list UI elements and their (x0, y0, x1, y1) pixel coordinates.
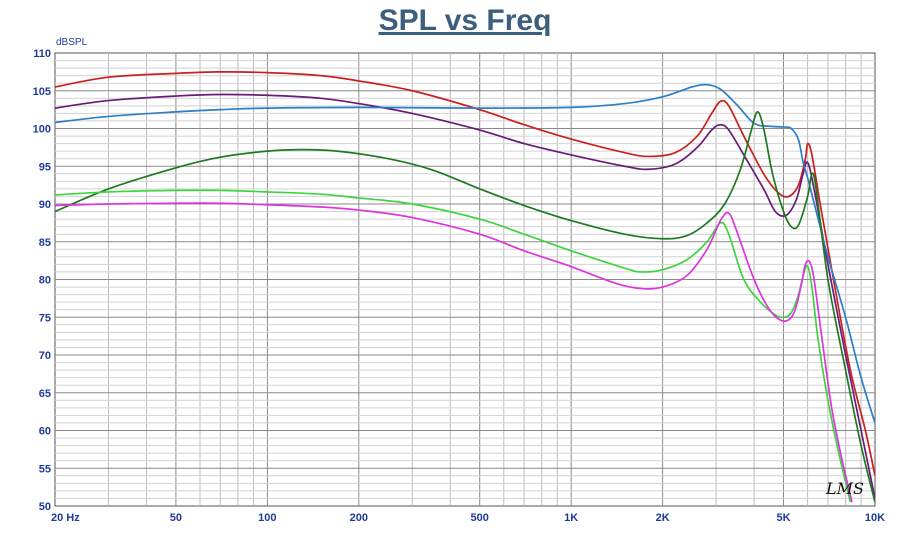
x-tick-labels: 20 Hz 50 100 200 500 1K 2K 5K 10K (51, 512, 885, 524)
y-tick-label: 90 (39, 199, 51, 211)
y-axis-unit-label: dBSPL (56, 37, 88, 48)
y-tick-label: 50 (39, 501, 51, 513)
series-line-6 (55, 202, 853, 503)
lms-signature-annotation: LMS (825, 479, 864, 498)
y-tick-label: 55 (39, 463, 51, 475)
y-tick-label: 95 (39, 161, 51, 173)
x-tick-label: 5K (777, 512, 791, 524)
y-tick-labels: 110 105 100 95 90 85 80 75 70 65 60 55 50 (33, 48, 51, 513)
y-tick-label: 60 (39, 426, 51, 438)
y-tick-label: 80 (39, 275, 51, 287)
x-tick-label: 200 (350, 512, 368, 524)
series-line-5 (55, 189, 852, 503)
series-line-2 (55, 93, 875, 499)
y-tick-label: 110 (33, 48, 51, 60)
y-tick-label: 70 (39, 350, 51, 362)
y-tick-label: 105 (33, 86, 51, 98)
x-tick-label: 10K (865, 512, 885, 524)
x-tick-label: 50 (170, 512, 182, 524)
chart-title: SPL vs Freq (378, 4, 552, 37)
y-tick-label: 75 (39, 312, 51, 324)
series-line-1 (55, 70, 875, 476)
y-tick-label: 100 (33, 124, 51, 136)
y-tick-label: 65 (39, 388, 51, 400)
x-tick-label: 20 Hz (51, 512, 80, 524)
x-tick-label: 1K (564, 512, 578, 524)
x-tick-label: 2K (656, 512, 670, 524)
grid-lines (55, 53, 875, 506)
x-tick-label: 100 (258, 512, 276, 524)
y-tick-label: 85 (39, 237, 51, 249)
series-line-4 (55, 111, 875, 503)
x-tick-label: 500 (471, 512, 489, 524)
series-lines (55, 70, 875, 503)
series-line-3 (55, 83, 875, 424)
